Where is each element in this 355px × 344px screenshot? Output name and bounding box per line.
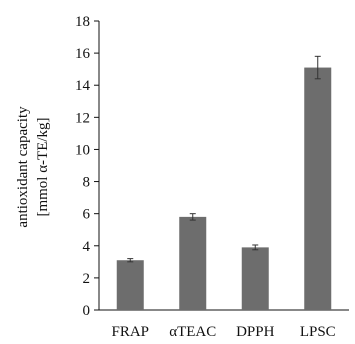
y-tick-label: 0 <box>83 303 91 319</box>
y-ticks: 0 2 4 6 8 10 12 14 16 18 <box>75 14 99 319</box>
y-tick-label: 10 <box>75 142 90 158</box>
bar <box>304 67 332 310</box>
y-tick-label: 16 <box>75 46 91 62</box>
y-tick-label: 6 <box>83 207 91 223</box>
y-tick-label: 12 <box>75 110 90 126</box>
y-tick-label: 18 <box>75 14 90 30</box>
y-axis-title: antioxidant capacity [mmol α-TE/kg] <box>15 106 51 228</box>
y-axis-title-line2: [mmol α-TE/kg] <box>35 117 51 216</box>
x-tick-label: αTEAC <box>169 324 216 340</box>
error-bars <box>127 55 321 263</box>
x-tick-labels: FRAP αTEAC DPPH LPSC <box>111 324 335 340</box>
x-tick-label: DPPH <box>236 324 275 340</box>
x-tick-label: FRAP <box>111 324 149 340</box>
bars <box>116 67 332 310</box>
bar <box>116 260 144 310</box>
y-tick-label: 8 <box>83 175 91 191</box>
bar <box>179 216 207 310</box>
y-axis-title-line1: antioxidant capacity <box>15 106 31 228</box>
x-tick-label: LPSC <box>300 324 336 340</box>
y-tick-label: 14 <box>75 78 91 94</box>
bar <box>241 247 269 310</box>
y-tick-label: 2 <box>83 271 91 287</box>
y-tick-label: 4 <box>83 239 91 255</box>
